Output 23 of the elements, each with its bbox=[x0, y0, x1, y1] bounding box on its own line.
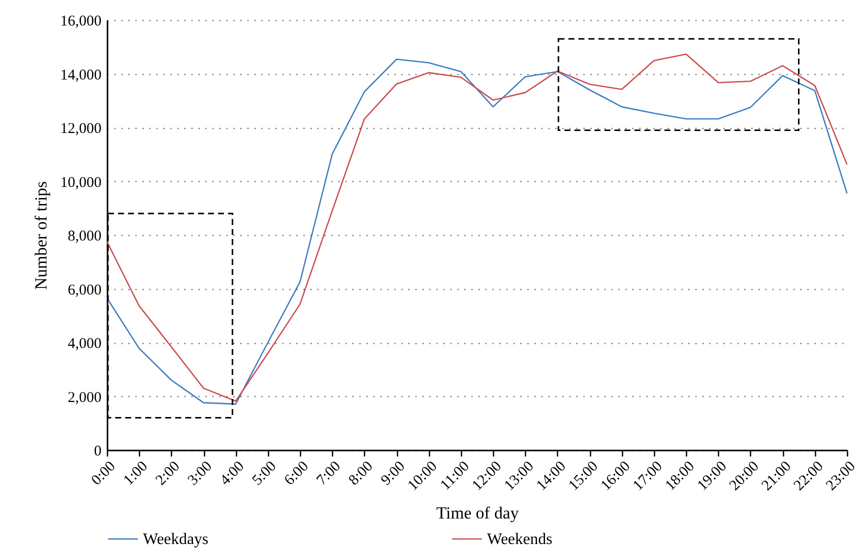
x-tick-label: 3:00 bbox=[185, 458, 216, 489]
x-tick-label: 5:00 bbox=[250, 458, 280, 489]
y-tick-label: 2,000 bbox=[68, 390, 102, 406]
legend-label: Weekends bbox=[487, 531, 552, 548]
x-axis-title: Time of day bbox=[436, 503, 520, 522]
y-tick-label: 4,000 bbox=[68, 336, 102, 352]
x-tick-label: 1:00 bbox=[120, 458, 151, 489]
x-tick-label: 6:00 bbox=[282, 458, 312, 489]
y-tick-label: 12,000 bbox=[60, 121, 102, 137]
x-tick-label: 9:00 bbox=[378, 458, 408, 489]
x-tick-label: 0:00 bbox=[88, 458, 119, 489]
x-tick-label: 8:00 bbox=[346, 458, 376, 489]
legend-label: Weekdays bbox=[143, 531, 208, 548]
y-tick-label: 8,000 bbox=[68, 228, 102, 244]
y-tick-label: 6,000 bbox=[68, 282, 102, 298]
y-axis-title: Number of trips bbox=[31, 181, 50, 290]
y-tick-label: 16,000 bbox=[60, 14, 102, 30]
x-tick-label: 7:00 bbox=[314, 458, 344, 489]
y-tick-label: 0 bbox=[94, 444, 102, 460]
x-tick-label: 4:00 bbox=[217, 458, 248, 489]
x-tick-label: 2:00 bbox=[152, 458, 184, 489]
y-tick-label: 14,000 bbox=[60, 67, 102, 84]
y-tick-label: 10,000 bbox=[60, 174, 102, 191]
